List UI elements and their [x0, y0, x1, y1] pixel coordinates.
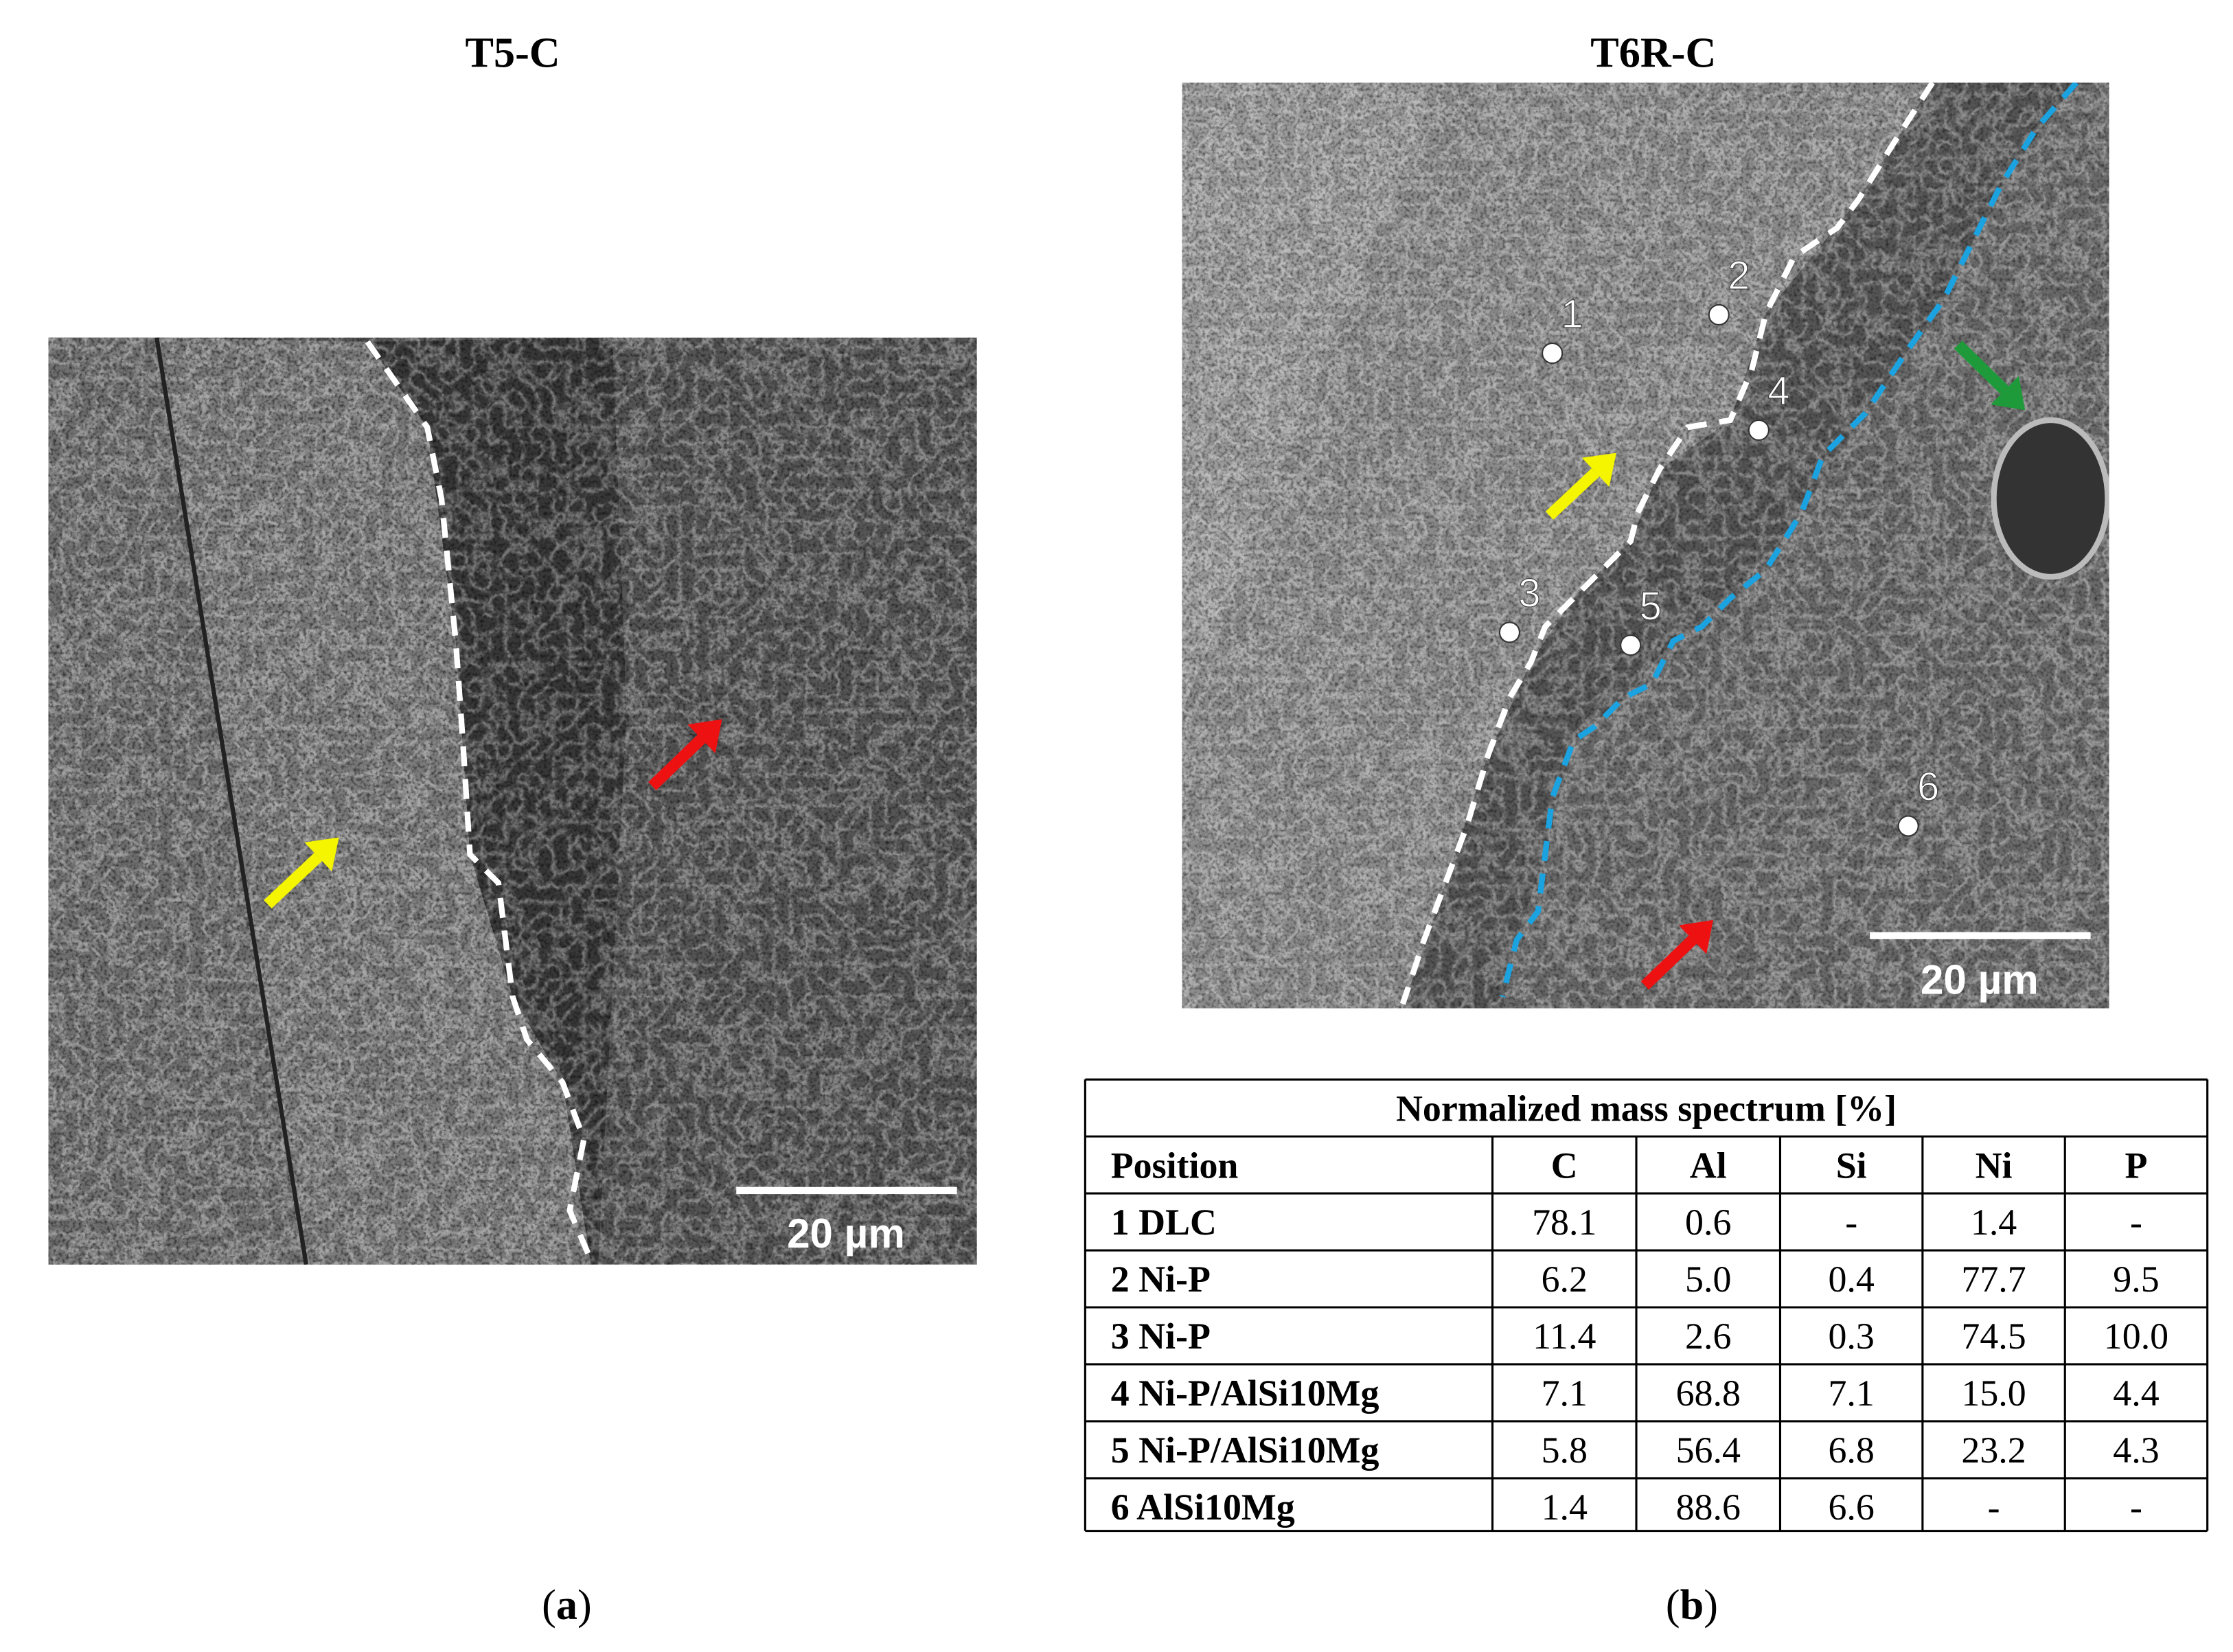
scale-bar-label: 20 µm [1921, 957, 2039, 1003]
caption-part: ) [1704, 1582, 1718, 1629]
table-cell: 4.4 [2113, 1373, 2159, 1414]
arrow-shaft [1954, 341, 2009, 395]
table-cell: 2 Ni-P [1111, 1259, 1211, 1300]
sem-image-b [1182, 82, 2109, 1009]
caption-part: ( [542, 1582, 556, 1629]
table-cell: - [1988, 1487, 2000, 1528]
table-cell: - [2130, 1202, 2142, 1243]
arrow-head [1581, 452, 1616, 487]
point-label: 6 [1917, 765, 1939, 810]
point-label: 5 [1640, 584, 1662, 628]
boundary-dashed [365, 340, 594, 1262]
table-title: Normalized mass spectrum [%] [1396, 1088, 1897, 1129]
table-cell: 2.6 [1685, 1316, 1731, 1357]
caption-part: ( [1666, 1582, 1680, 1629]
table-cell: 10.0 [2104, 1316, 2168, 1357]
texture [1182, 82, 2109, 1009]
panel-title: T5-C [466, 30, 560, 77]
table-cell: 4 Ni-P/AlSi10Mg [1111, 1373, 1379, 1414]
table-cell: - [1845, 1202, 1857, 1243]
table-cell: 6 AlSi10Mg [1111, 1487, 1295, 1528]
table-cell: 5.0 [1685, 1259, 1731, 1300]
caption-part: ) [577, 1582, 592, 1629]
table-cell: 3 Ni-P [1111, 1316, 1211, 1357]
point-label: 3 [1518, 571, 1540, 616]
table-cell: 4.3 [2113, 1430, 2159, 1471]
table-cell: 6.8 [1828, 1430, 1874, 1471]
table: Normalized mass spectrum [%] Position C Al S… [1084, 1078, 2209, 1533]
panel-caption: (b) [1666, 1582, 1718, 1629]
caption-part: a [556, 1582, 577, 1629]
table-cell: C [1551, 1145, 1578, 1186]
caption-part: b [1680, 1582, 1704, 1629]
arrow-shaft [1545, 468, 1600, 520]
table-cell: 1.4 [1971, 1202, 2017, 1243]
sem-image-a [48, 337, 977, 1265]
table-cell: 78.1 [1532, 1202, 1596, 1243]
point-label: 4 [1767, 369, 1789, 413]
measure-point [1708, 303, 1730, 325]
table-cell: Si [1836, 1145, 1867, 1186]
table-cell: 88.6 [1676, 1487, 1741, 1528]
panel-caption: (a) [542, 1582, 592, 1629]
panel-title: T6R-C [1590, 30, 1716, 77]
arrow-head [1991, 376, 2026, 411]
scale-bar-label: 20 µm [787, 1211, 905, 1257]
arrow-head [687, 719, 722, 754]
table-cell: 5.8 [1542, 1430, 1588, 1471]
table-cell: 7.1 [1828, 1373, 1874, 1414]
edge-line [154, 337, 308, 1265]
measure-point [1620, 634, 1642, 656]
table-cell: 0.6 [1685, 1202, 1731, 1243]
table-cell: - [2130, 1487, 2142, 1528]
table-cell: 6.2 [1542, 1259, 1588, 1300]
texture [48, 337, 977, 1265]
table-cell: 15.0 [1961, 1373, 2026, 1414]
table-cell: 7.1 [1542, 1373, 1588, 1414]
measure-point [1542, 342, 1564, 364]
table-cell: 23.2 [1961, 1430, 2026, 1471]
table-cell: 1 DLC [1111, 1202, 1217, 1243]
table-cell: 74.5 [1961, 1316, 2026, 1357]
arrow-shaft [648, 735, 706, 790]
table-cell: P [2125, 1145, 2148, 1186]
table-cell: 0.4 [1828, 1259, 1874, 1300]
arrow-head [304, 837, 339, 872]
table-cell: 11.4 [1533, 1316, 1596, 1357]
arrow-shaft [264, 852, 323, 909]
table-cell: 56.4 [1676, 1430, 1741, 1471]
table-cell: 68.8 [1676, 1373, 1741, 1414]
pore [1991, 417, 2109, 580]
table-cell: 6.6 [1828, 1487, 1874, 1528]
arrow-shaft [1640, 935, 1697, 990]
point-label: 2 [1728, 253, 1750, 298]
table-cell: 9.5 [2113, 1259, 2159, 1300]
measure-point [1748, 419, 1770, 441]
table-cell: 77.7 [1961, 1259, 2026, 1300]
point-label: 1 [1561, 292, 1583, 336]
table-cell: Al [1690, 1145, 1727, 1186]
table-cell: Position [1111, 1145, 1239, 1186]
table-cell: Ni [1976, 1145, 2013, 1186]
interface-dashed [1500, 82, 2079, 998]
table-cell: 5 Ni-P/AlSi10Mg [1111, 1430, 1379, 1471]
boundary-dashed [1399, 82, 1935, 1005]
table-cell: 1.4 [1542, 1487, 1588, 1528]
table-cell: 0.3 [1828, 1316, 1874, 1357]
measure-point [1897, 815, 1919, 837]
arrow-head [1678, 919, 1713, 954]
measure-point [1498, 621, 1520, 643]
